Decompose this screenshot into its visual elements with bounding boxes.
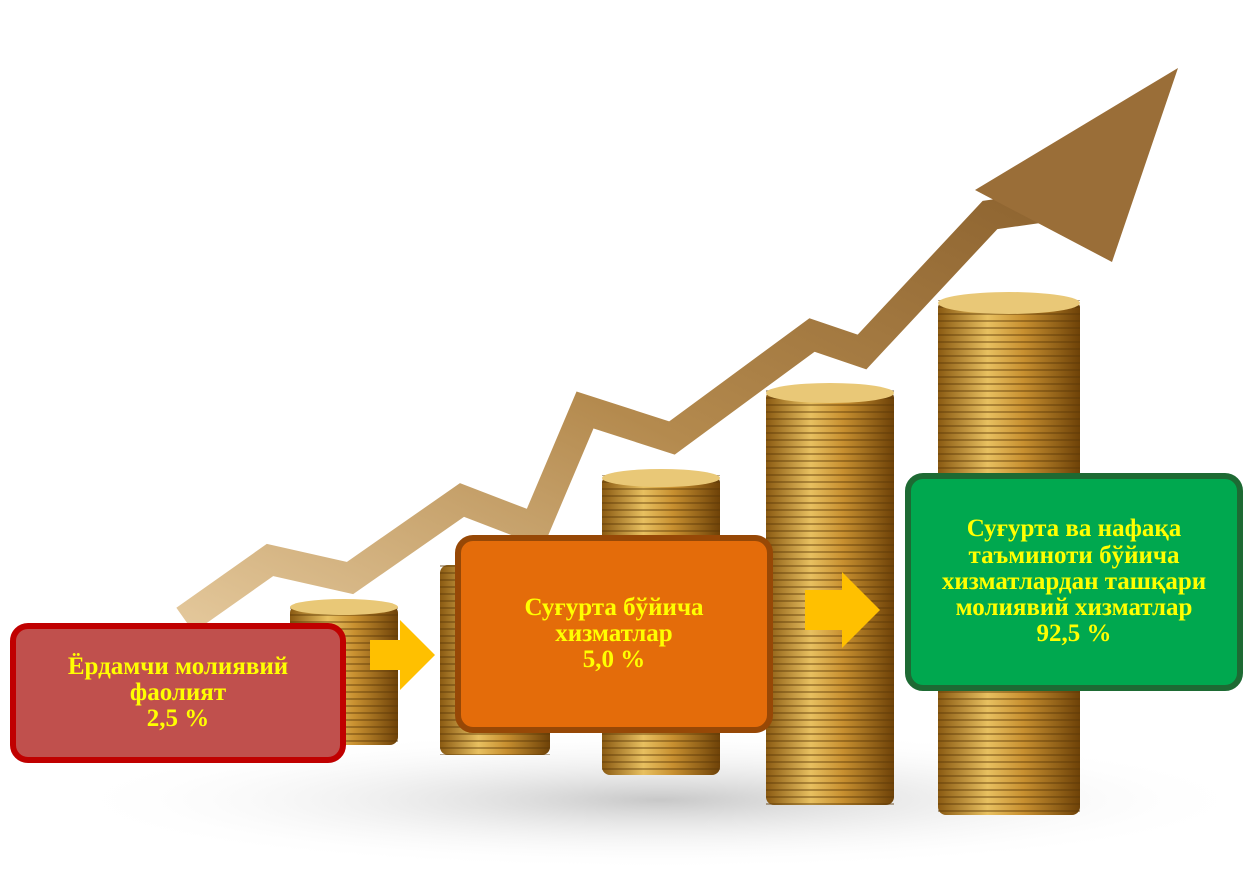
box-value: 92,5 % xyxy=(1036,620,1112,648)
arrow-head xyxy=(975,68,1178,262)
connector-arrow xyxy=(805,572,880,648)
connector-arrow xyxy=(370,620,435,690)
box-label: Суғурта бўйича хизматлар xyxy=(524,593,704,647)
category-box: Суғурта бўйича хизматлар 5,0 % xyxy=(455,535,773,733)
category-box: Ёрдамчи молиявий фаолият 2,5 % xyxy=(10,623,346,763)
box-label: Ёрдамчи молиявий фаолият xyxy=(67,652,289,706)
box-value: 2,5 % xyxy=(146,705,210,733)
box-value: 5,0 % xyxy=(582,646,646,674)
category-box: Суғурта ва нафақа таъминоти бўйича хизма… xyxy=(905,473,1243,691)
growth-arrow xyxy=(176,190,1063,633)
box-label: Суғурта ва нафақа таъминоти бўйича хизма… xyxy=(941,515,1207,622)
